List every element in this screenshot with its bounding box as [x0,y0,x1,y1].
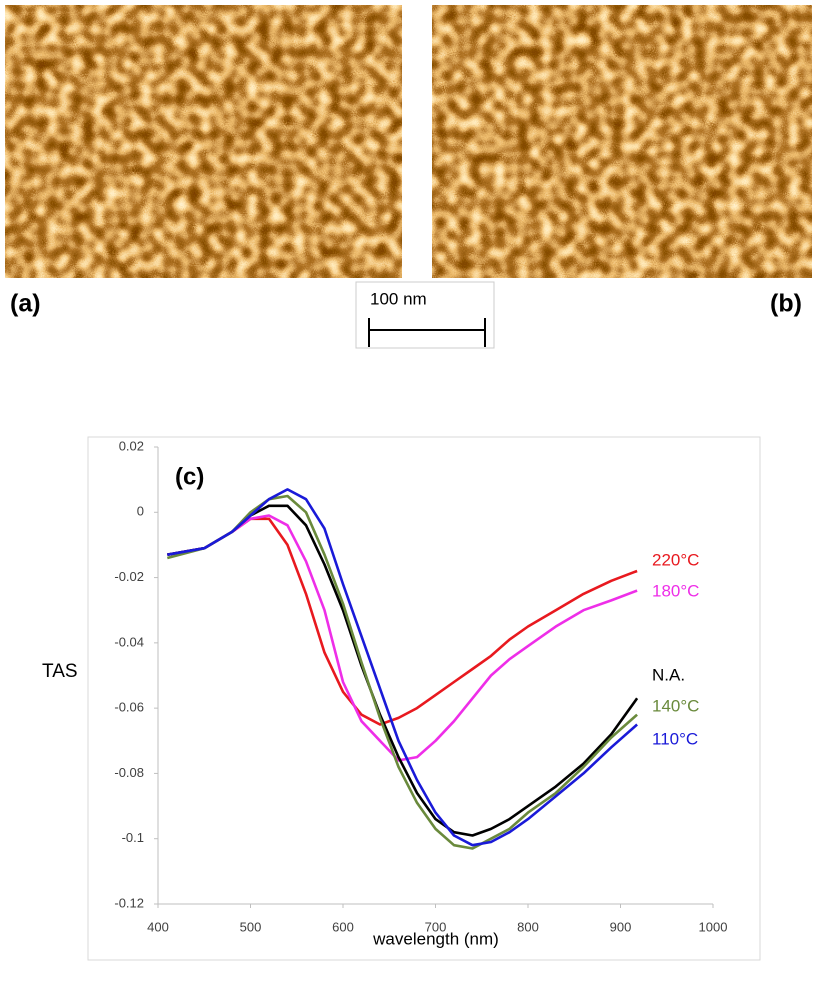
y-tick-label: 0 [137,504,144,519]
chart: (c) TAS wavelength (nm) 0.02 0 -0.02 -0.04 -… [42,438,727,948]
x-tick-label: 1000 [699,919,728,934]
panel-label: (b) [770,290,802,318]
x-tick-label: 600 [332,919,354,934]
y-tick-label: -0.02 [114,569,144,584]
panel-label: (a) [10,290,41,318]
y-tick-label: -0.12 [114,895,144,910]
y-tick-label: -0.06 [114,700,144,715]
x-tick-label: 700 [425,919,447,934]
chart-title: (c) [175,463,204,490]
series-line [167,514,638,762]
afm-image-a [5,5,402,278]
series-line [167,517,638,726]
scale-bar [368,318,486,347]
y-tick-label: 0.02 [119,438,144,453]
legend-label: 180°C [652,581,699,600]
y-tick-label: -0.04 [114,634,144,649]
x-tick-label: 400 [147,919,169,934]
afm-image-b [432,5,812,278]
series-line [167,504,639,837]
scale-bar-label: 100 nm [370,289,427,308]
y-axis-label: TAS [42,661,78,682]
legend-label: 110°C [652,729,698,748]
legend-label: N.A. [652,665,685,684]
legend-label: 220°C [652,550,699,569]
legend-label: 140°C [652,696,699,715]
scale-bar-box [355,281,495,349]
y-tick-label: -0.1 [122,830,144,845]
y-tick-label: -0.08 [114,765,144,780]
x-axis-label: wavelength (nm) [372,929,499,948]
x-tick-label: 900 [610,919,632,934]
chart-frame [87,436,761,961]
x-tick-label: 500 [240,919,262,934]
x-tick-label: 800 [517,919,539,934]
series-line [167,488,638,847]
